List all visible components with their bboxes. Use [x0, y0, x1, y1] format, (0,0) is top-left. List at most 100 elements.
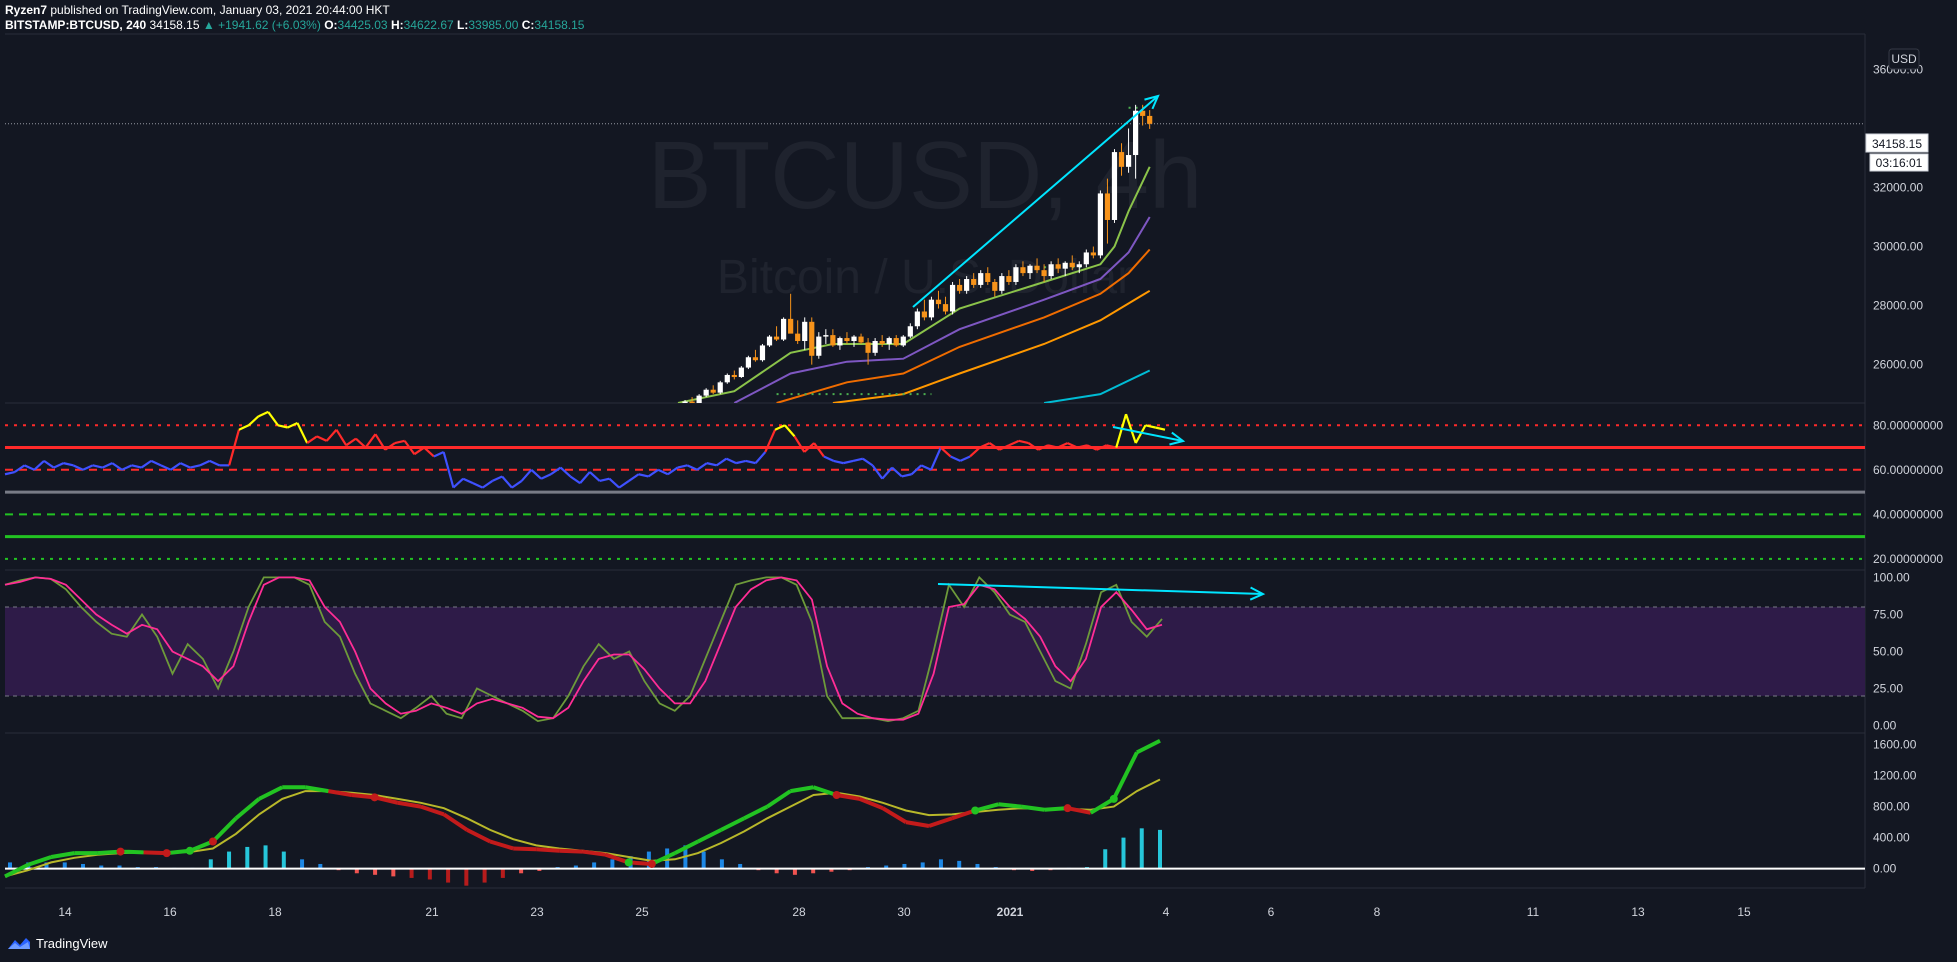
- macd-line-segment: [328, 789, 352, 797]
- rsi-segment: [608, 477, 620, 489]
- macd-histogram-bar: [701, 851, 706, 869]
- macd-histogram-bar: [391, 868, 396, 877]
- tradingview-brand[interactable]: TradingView: [6, 935, 108, 951]
- candle: [689, 397, 695, 403]
- macd-line-segment: [304, 785, 329, 794]
- macd-histogram-bar: [281, 851, 286, 869]
- candle-body: [865, 342, 871, 353]
- last-price: 34158.15: [149, 18, 200, 32]
- stoch-divergence-arrow-head: [1249, 586, 1266, 601]
- candle-body: [985, 273, 991, 282]
- rsi-tick-label: 20.00000000: [1873, 552, 1943, 566]
- macd-line-segment: [720, 816, 746, 832]
- macd-line-segment: [650, 851, 676, 866]
- low-value: 33985.00: [468, 18, 519, 32]
- watermark-name: Bitcoin / U.S. Dollar: [717, 251, 1133, 304]
- stoch-tick-label: 0.00: [1873, 719, 1897, 733]
- rsi-segment: [306, 435, 318, 444]
- candle-body: [696, 395, 702, 403]
- rsi-tick-label: 80.00000000: [1873, 418, 1943, 432]
- macd-histogram-bar: [1121, 837, 1126, 869]
- candle-body: [1069, 262, 1075, 268]
- currency-button[interactable]: USD: [1888, 48, 1920, 70]
- open-label: O:: [324, 18, 338, 32]
- rsi-segment: [706, 462, 717, 467]
- candle-body: [802, 321, 808, 342]
- candle: [724, 373, 730, 384]
- price-uptrend-arrow: [912, 94, 1160, 308]
- candle-body: [717, 382, 723, 393]
- bar-countdown: 03:16:01: [1876, 156, 1923, 170]
- candle-body: [1048, 264, 1054, 277]
- rsi-segment: [1106, 444, 1117, 449]
- rsi-segment: [1124, 413, 1137, 444]
- rsi-segment: [277, 424, 288, 429]
- candle-body: [1062, 262, 1068, 269]
- rsi-segment: [891, 466, 903, 478]
- macd-histogram-bar: [300, 859, 305, 869]
- candle: [928, 296, 935, 321]
- rsi-segment: [823, 455, 835, 462]
- price-tick-label: 28000.00: [1873, 299, 1923, 313]
- candle: [921, 299, 927, 321]
- macd-histogram-bar: [975, 863, 980, 869]
- rsi-segment: [579, 471, 591, 484]
- stoch-rsi-pane[interactable]: [4, 575, 1865, 723]
- rsi-segment: [189, 464, 201, 469]
- candle-body: [788, 318, 794, 334]
- candle: [710, 385, 716, 395]
- price-pane[interactable]: [5, 104, 1865, 413]
- rsi-segment: [325, 428, 338, 442]
- symbol-label[interactable]: BITSTAMP:BTCUSD, 240: [5, 18, 147, 32]
- macd-histogram-bar: [99, 865, 104, 869]
- candle: [1006, 270, 1012, 285]
- macd-histogram-bar: [62, 862, 67, 869]
- price-uptrend-arrow-shaft: [912, 95, 1159, 308]
- rsi-divergence-arrow-shaft: [1112, 426, 1184, 442]
- candle-body: [964, 279, 970, 291]
- candle-body: [682, 401, 688, 403]
- macd-histogram-bar: [519, 868, 524, 874]
- candle-body: [957, 284, 963, 291]
- macd-histogram-bar: [81, 863, 86, 869]
- candle: [872, 338, 878, 356]
- candle-body: [1140, 110, 1146, 116]
- candle: [957, 279, 963, 294]
- publish-date: published on TradingView.com, January 03…: [50, 3, 390, 17]
- candle-body: [886, 338, 892, 344]
- rsi-segment: [423, 446, 435, 458]
- macd-pane[interactable]: [4, 738, 1865, 886]
- rsi-segment: [725, 457, 737, 465]
- rsi-segment: [1155, 426, 1166, 431]
- watermark-symbol: BTCUSD, 4h: [648, 122, 1203, 229]
- high-value: 34622.67: [403, 18, 454, 32]
- open-value: 34425.03: [337, 18, 388, 32]
- rsi-segment: [628, 473, 640, 482]
- candle: [1118, 143, 1125, 176]
- author-name[interactable]: Ryzen7: [5, 3, 48, 17]
- rsi-segment: [862, 457, 874, 467]
- candle: [999, 273, 1005, 294]
- macd-line-segment: [4, 862, 29, 879]
- price-tick-label: 30000.00: [1873, 240, 1923, 254]
- candle: [682, 400, 688, 403]
- candle: [766, 335, 773, 347]
- macd-cross-marker: [116, 847, 125, 856]
- candle: [879, 335, 885, 347]
- rsi-segment: [267, 411, 279, 426]
- macd-line-segment: [928, 816, 953, 828]
- date-tick-label: 6: [1268, 905, 1275, 919]
- candle: [795, 320, 801, 344]
- stoch-tick-label: 75.00: [1873, 607, 1903, 621]
- candle: [830, 329, 836, 347]
- rsi-segment: [482, 480, 494, 489]
- rsi-pane[interactable]: [4, 410, 1865, 560]
- rsi-segment: [335, 429, 348, 446]
- rsi-segment: [871, 464, 884, 480]
- macd-tick-label: 0.00: [1873, 862, 1897, 876]
- candle: [1147, 110, 1153, 129]
- candle: [745, 355, 751, 370]
- candle: [781, 317, 787, 342]
- high-label: H:: [390, 18, 404, 32]
